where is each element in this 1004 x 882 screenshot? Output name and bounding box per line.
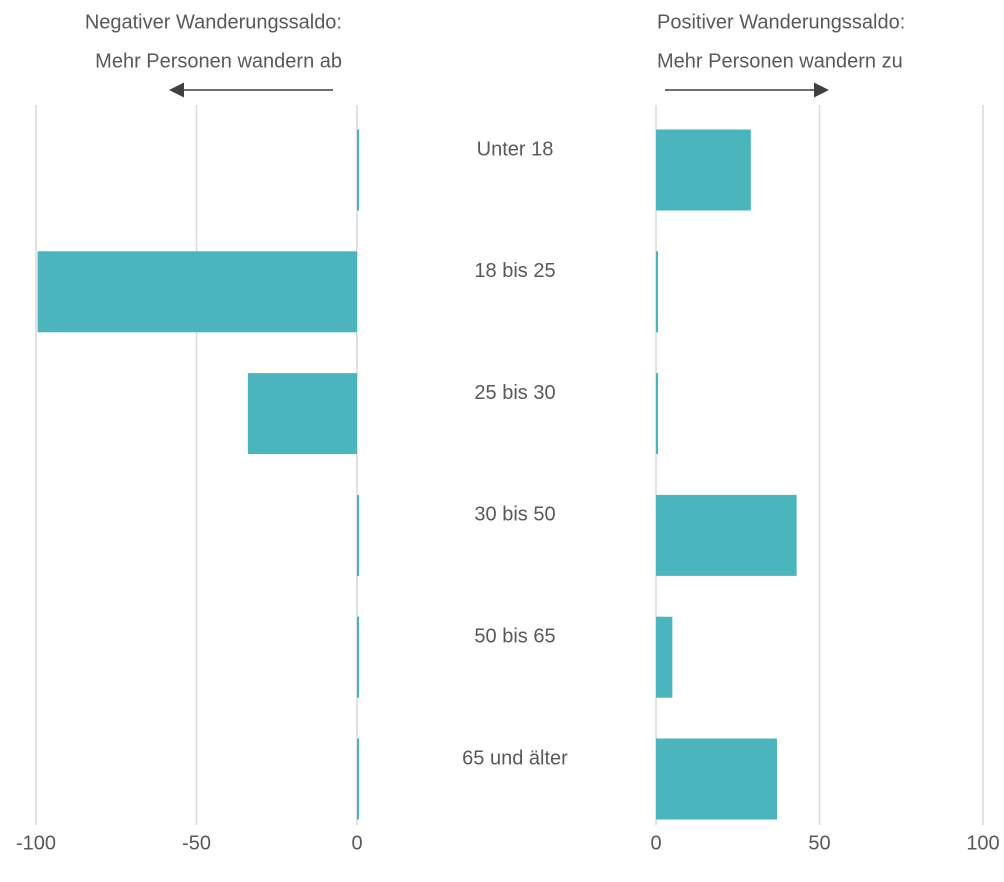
x-tick-label: 50 (808, 832, 830, 854)
bar (656, 129, 751, 211)
x-tick-label: 0 (351, 832, 362, 854)
annotation: Positiver Wanderungssaldo: (657, 11, 905, 33)
bar (656, 251, 658, 333)
bar (247, 373, 357, 455)
x-tick-label: 100 (966, 832, 999, 854)
bar (357, 129, 359, 211)
bar (656, 494, 797, 576)
bar (357, 616, 359, 698)
annotation: Mehr Personen wandern zu (657, 50, 903, 72)
category-label: 30 bis 50 (474, 504, 555, 526)
bar (656, 616, 673, 698)
bar (37, 251, 357, 333)
bar (357, 738, 359, 820)
x-tick-label: 0 (650, 832, 661, 854)
annotation: Mehr Personen wandern ab (95, 50, 342, 72)
annotation: Negativer Wanderungssaldo: (85, 11, 342, 33)
bar (656, 373, 658, 455)
bar (656, 738, 777, 820)
category-label: Unter 18 (477, 138, 554, 160)
bar (357, 494, 359, 576)
category-label: 50 bis 65 (474, 625, 555, 647)
x-tick-label: -50 (182, 832, 211, 854)
category-label: 25 bis 30 (474, 382, 555, 404)
x-tick-label: -100 (16, 832, 56, 854)
category-label: 18 bis 25 (474, 260, 555, 282)
category-label: 65 und älter (462, 747, 568, 769)
